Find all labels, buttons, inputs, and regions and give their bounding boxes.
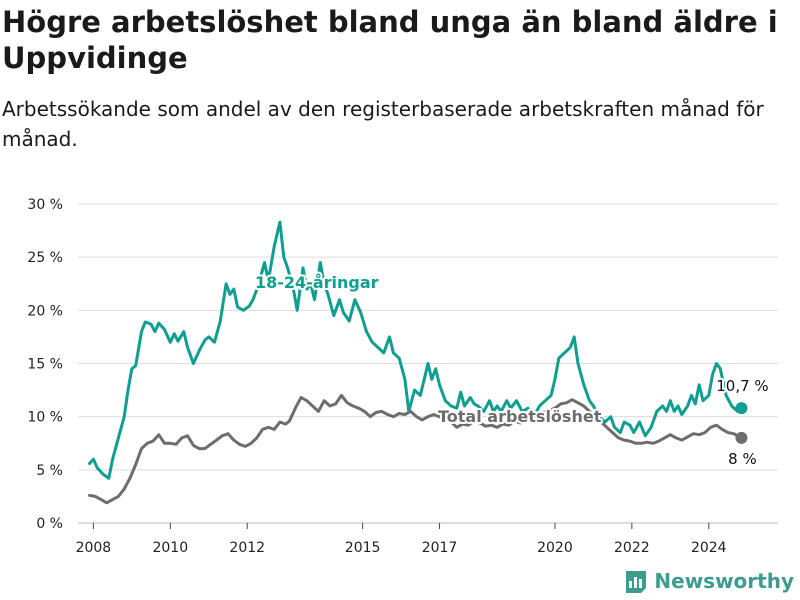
- series-end-point-total: [735, 431, 748, 444]
- end-value-youth-halo: 10,7 %: [716, 377, 768, 395]
- y-tick-label: 10 %: [27, 410, 63, 426]
- x-tick-label: 2022: [614, 540, 650, 556]
- x-tick-label: 2024: [691, 540, 727, 556]
- logo-text: Newsworthy: [654, 569, 794, 593]
- x-tick-label: 2015: [345, 540, 381, 556]
- y-axis-ticks: 0 % 5 % 10 % 15 % 20 % 25 % 30 %: [27, 197, 63, 532]
- end-value-total-halo: 8 %: [728, 450, 757, 468]
- bar-chart-logo-icon: [626, 571, 647, 593]
- series-label-total-halo: Total arbetslöshet: [438, 407, 602, 426]
- y-tick-label: 25 %: [27, 250, 63, 266]
- x-tick-label: 2008: [76, 540, 112, 556]
- y-tick-label: 0 %: [36, 516, 63, 532]
- y-tick-label: 30 %: [27, 197, 63, 213]
- x-tick-label: 2012: [229, 540, 265, 556]
- series-lines: [88, 220, 748, 505]
- x-axis-ticks: 2008 2010 2012 2015 2017 2020 2022 2024: [76, 523, 727, 556]
- x-tick-label: 2010: [152, 540, 188, 556]
- x-tick-label: 2020: [537, 540, 573, 556]
- series-end-point-youth: [735, 402, 748, 415]
- series-line-youth: [88, 220, 743, 480]
- x-tick-label: 2017: [422, 540, 458, 556]
- y-tick-label: 5 %: [36, 463, 63, 479]
- y-tick-label: 20 %: [27, 303, 63, 319]
- y-tick-label: 15 %: [27, 357, 63, 373]
- chart-subtitle: Arbetssökande som andel av den registerb…: [2, 97, 764, 151]
- newsworthy-logo: Newsworthy: [624, 568, 794, 594]
- end-value-total: 8 %: [728, 450, 757, 468]
- chart-title: Högre arbetslöshet bland unga än bland ä…: [2, 5, 778, 75]
- series-label-youth: 18-24-åringar: [255, 273, 379, 292]
- series-line-total: [88, 393, 743, 505]
- series-label-youth-halo: 18-24-åringar: [255, 273, 379, 292]
- gridlines: [78, 203, 778, 524]
- series-label-total: Total arbetslöshet: [438, 407, 602, 426]
- end-value-youth: 10,7 %: [716, 377, 768, 395]
